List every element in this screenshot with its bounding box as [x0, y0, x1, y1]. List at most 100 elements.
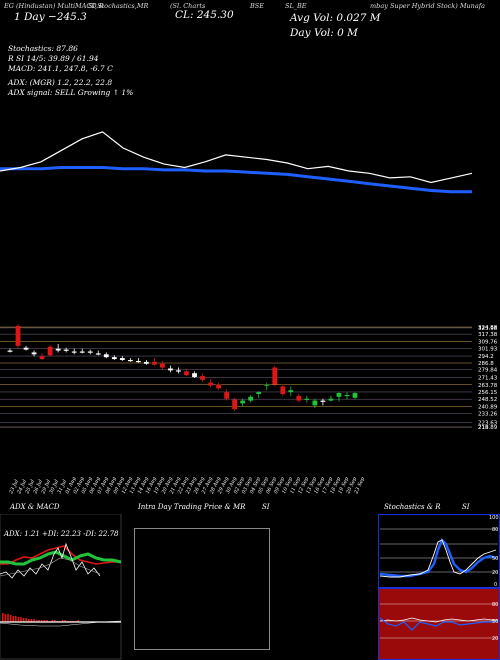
candle-body [304, 398, 310, 400]
day-change: 1 Day −245.3 [14, 11, 87, 23]
candle-body [184, 371, 189, 376]
price-level-label: 309.76 [478, 339, 498, 345]
candle-body [280, 386, 286, 394]
stoch-axis-80: 80 [492, 527, 498, 533]
macd-bar [17, 617, 20, 622]
candle-body [103, 354, 109, 358]
candle-body [168, 368, 173, 371]
rsi-axis-50: 50 [492, 619, 498, 625]
stochastics-rsi-panel: 100 80 50 20 0 80 50 20 [378, 514, 500, 660]
date-label: 31 Jul [57, 479, 69, 495]
candle-body [216, 384, 222, 389]
adx-values: ADX: 1.21 +DI: 22.23 -DI: 22.78 [4, 530, 119, 538]
price-level-label: 218.89 [478, 425, 498, 431]
candle-body [264, 384, 270, 386]
info-rsi: R SI 14/5: 39.89 / 61.94 [8, 54, 99, 63]
price-level-label: 233.26 [478, 412, 498, 418]
macd-bar [22, 618, 25, 622]
candle-body [23, 347, 29, 350]
candle-body [127, 360, 133, 362]
candle-body [272, 367, 278, 385]
macd-bar [30, 619, 33, 622]
date-label: 30 Jul [48, 479, 60, 495]
candle-body [95, 353, 101, 355]
ema-line-chart [0, 131, 473, 194]
candle-body [320, 400, 326, 402]
candle-body [328, 398, 334, 401]
candle-body [224, 392, 230, 399]
macd-bar [7, 614, 9, 622]
adx-panel-title: ADX & MACD [10, 503, 60, 511]
candle-body [248, 396, 254, 401]
macd-bar [35, 620, 38, 622]
price-level-label: 324.88 [478, 325, 498, 331]
intra-panel-title: Intra Day Trading Price & MR [138, 503, 246, 511]
price-level-label: 279.84 [478, 368, 498, 374]
candle-body [232, 399, 238, 410]
price-level-label: 240.89 [478, 404, 498, 410]
avg-volume: Avg Vol: 0.027 M [290, 12, 381, 24]
stoch-axis-0: 0 [494, 582, 497, 588]
stoch-axis-20: 20 [492, 570, 498, 576]
intraday-panel [134, 528, 270, 650]
stoch-axis-100: 100 [489, 515, 499, 521]
candle-body [31, 352, 37, 355]
info-macd: MACD: 241.1, 247.8, -6.7 C [8, 64, 113, 73]
candle-body [15, 326, 21, 346]
macd-bar [38, 620, 40, 622]
candle-body [87, 351, 93, 353]
close-price: CL: 245.30 [175, 9, 234, 21]
candle-body [152, 361, 157, 365]
price-line [0, 131, 473, 184]
ema-line [0, 166, 472, 194]
candle-body [352, 393, 358, 398]
candle-body [79, 351, 85, 353]
header-left: EG (Hindustan) MultiMACD & [4, 2, 105, 10]
macd-bar [51, 620, 53, 622]
info-adx: ADX: (MGR) 1.2, 22.2, 22.8 [8, 78, 113, 87]
stoch-axis-50: 50 [492, 556, 498, 562]
info-adx-signal: ADX signal: SELL Growing ↑ 1% [8, 88, 134, 97]
macd-bar [2, 613, 4, 622]
stoch-panel-title2: SI [462, 503, 470, 511]
price-level-label: 286.8 [478, 361, 494, 367]
price-level-label: 248.52 [478, 397, 497, 403]
price-level-label: 301.93 [478, 347, 498, 353]
candle-body [47, 346, 53, 356]
macd-bar [15, 616, 17, 622]
candle-body [176, 370, 181, 372]
price-level-label: 223.63 [478, 421, 498, 427]
candle-body [192, 373, 197, 377]
macd-bar [12, 616, 14, 622]
adx-macd-panel [0, 514, 122, 660]
candle-body [160, 363, 165, 368]
price-level-label: 323.98 [478, 326, 498, 332]
candle-body [200, 376, 205, 380]
price-level-label: 256.15 [478, 390, 498, 396]
header-mid3: SL_BE [285, 2, 307, 10]
candle-body [336, 393, 342, 397]
macd-bar [64, 620, 66, 622]
header-mid1: (Sl. Charts [170, 2, 206, 10]
candle-body [312, 400, 318, 406]
macd-bar [28, 619, 30, 622]
macd-bar [4, 614, 7, 622]
macd-bar [61, 620, 64, 622]
candle-body [63, 349, 69, 351]
macd-bar [41, 620, 43, 622]
macd-bar [77, 620, 79, 622]
candle-body [55, 348, 61, 351]
day-volume: Day Vol: 0 M [290, 27, 358, 39]
header-left2: SI,Stochastics,MR [88, 2, 149, 10]
macd-bar [25, 618, 27, 622]
candle-body [143, 361, 149, 364]
macd-bar [20, 617, 22, 622]
info-stochastics: Stochastics: 87.86 [8, 44, 78, 53]
macd-bar [33, 619, 35, 622]
stoch-panel-title: Stochastics & R [384, 503, 441, 511]
price-level-label: 294.2 [478, 354, 494, 360]
candle-body [208, 382, 213, 386]
